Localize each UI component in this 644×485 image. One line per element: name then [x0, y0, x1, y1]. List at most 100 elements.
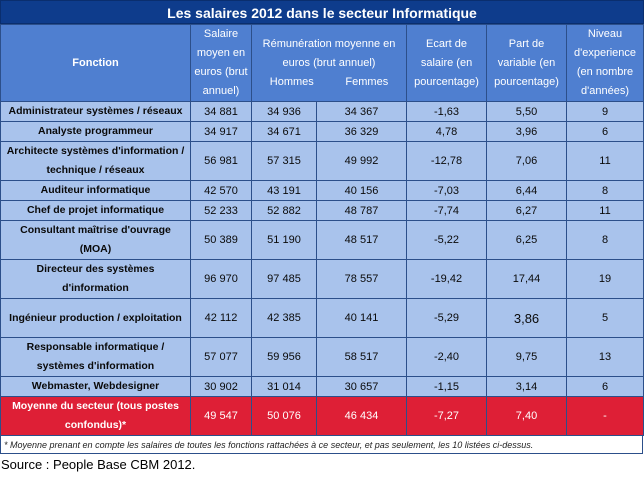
- cell-hommes: 57 315: [251, 141, 317, 181]
- cell-salaire: 56 981: [190, 141, 252, 181]
- cell-variable: 3,86: [486, 298, 568, 338]
- cell-ecart: -7,27: [406, 396, 488, 436]
- table-row: Architecte systèmes d'information / tech…: [0, 141, 644, 181]
- cell-experience: 11: [566, 141, 644, 181]
- source-line: Source : People Base CBM 2012.: [1, 457, 196, 472]
- cell-femmes: 46 434: [315, 396, 408, 436]
- cell-salaire: 30 902: [190, 376, 252, 397]
- cell-femmes: 78 557: [315, 259, 408, 299]
- cell-femmes: 30 657: [315, 376, 408, 397]
- cell-femmes: 40 141: [315, 298, 408, 338]
- cell-hommes: 97 485: [251, 259, 317, 299]
- cell-experience: 11: [566, 200, 644, 221]
- header-femmes: Femmes: [345, 75, 389, 88]
- cell-variable: 6,25: [486, 220, 568, 260]
- footnote: * Moyenne prenant en compte les salaires…: [0, 436, 643, 454]
- cell-salaire: 52 233: [190, 200, 252, 221]
- cell-hommes: 34 671: [251, 121, 317, 142]
- cell-experience: 19: [566, 259, 644, 299]
- cell-variable: 7,40: [486, 396, 568, 436]
- cell-ecart: 4,78: [406, 121, 488, 142]
- cell-fonction: Auditeur informatique: [0, 180, 191, 201]
- cell-variable: 5,50: [486, 101, 568, 122]
- cell-hommes: 43 191: [251, 180, 317, 201]
- cell-experience: 5: [566, 298, 644, 338]
- cell-variable: 3,14: [486, 376, 568, 397]
- cell-ecart: -2,40: [406, 337, 488, 377]
- cell-experience: 13: [566, 337, 644, 377]
- cell-ecart: -5,22: [406, 220, 488, 260]
- header-fonction: Fonction: [0, 24, 191, 102]
- cell-hommes: 42 385: [251, 298, 317, 338]
- cell-fonction: Moyenne du secteur (tous postes confondu…: [0, 396, 191, 436]
- cell-femmes: 40 156: [315, 180, 408, 201]
- cell-hommes: 51 190: [251, 220, 317, 260]
- cell-salaire: 34 917: [190, 121, 252, 142]
- header-row: Fonction Salaire moyen en euros (brut an…: [0, 24, 644, 102]
- cell-experience: 6: [566, 121, 644, 142]
- cell-experience: 8: [566, 220, 644, 260]
- salary-table: Fonction Salaire moyen en euros (brut an…: [0, 24, 644, 436]
- table-row: Ingénieur production / exploitation 42 1…: [0, 298, 644, 338]
- cell-salaire: 50 389: [190, 220, 252, 260]
- cell-ecart: -7,03: [406, 180, 488, 201]
- cell-femmes: 49 992: [315, 141, 408, 181]
- cell-variable: 9,75: [486, 337, 568, 377]
- cell-fonction: Responsable informatique / systèmes d'in…: [0, 337, 191, 377]
- cell-femmes: 58 517: [315, 337, 408, 377]
- table-row: Analyste programmeur 34 917 34 671 36 32…: [0, 121, 644, 142]
- cell-salaire: 57 077: [190, 337, 252, 377]
- cell-fonction: Chef de projet informatique: [0, 200, 191, 221]
- table-title: Les salaires 2012 dans le secteur Inform…: [0, 0, 644, 24]
- average-row: Moyenne du secteur (tous postes confondu…: [0, 396, 644, 436]
- cell-ecart: -1,63: [406, 101, 488, 122]
- cell-experience: 9: [566, 101, 644, 122]
- table-row: Auditeur informatique 42 570 43 191 40 1…: [0, 180, 644, 201]
- cell-femmes: 34 367: [315, 101, 408, 122]
- header-salaire: Salaire moyen en euros (brut annuel): [190, 24, 252, 102]
- cell-salaire: 49 547: [190, 396, 252, 436]
- table-row: Administrateur systèmes / réseaux 34 881…: [0, 101, 644, 122]
- header-variable: Part de variable (en pourcentage): [486, 24, 568, 102]
- header-remuneration: Rémunération moyenne en euros (brut annu…: [250, 24, 408, 102]
- cell-ecart: -19,42: [406, 259, 488, 299]
- cell-hommes: 31 014: [251, 376, 317, 397]
- header-remuneration-label: Rémunération moyenne en euros (brut annu…: [262, 37, 396, 69]
- cell-variable: 6,27: [486, 200, 568, 221]
- cell-fonction: Administrateur systèmes / réseaux: [0, 101, 191, 122]
- cell-variable: 17,44: [486, 259, 568, 299]
- cell-hommes: 34 936: [251, 101, 317, 122]
- header-experience: Niveau d'experience (en nombre d'années): [566, 24, 644, 102]
- cell-femmes: 48 787: [315, 200, 408, 221]
- salary-document: Les salaires 2012 dans le secteur Inform…: [0, 0, 644, 472]
- cell-fonction: Ingénieur production / exploitation: [0, 298, 191, 338]
- table-row: Directeur des systèmes d'information 96 …: [0, 259, 644, 299]
- cell-salaire: 34 881: [190, 101, 252, 122]
- table-row: Responsable informatique / systèmes d'in…: [0, 337, 644, 377]
- cell-variable: 7,06: [486, 141, 568, 181]
- cell-femmes: 48 517: [315, 220, 408, 260]
- cell-experience: -: [566, 396, 644, 436]
- cell-salaire: 42 570: [190, 180, 252, 201]
- cell-fonction: Directeur des systèmes d'information: [0, 259, 191, 299]
- cell-salaire: 42 112: [190, 298, 252, 338]
- table-row: Consultant maîtrise d'ouvrage (MOA) 50 3…: [0, 220, 644, 260]
- header-hommes: Hommes: [269, 75, 314, 88]
- cell-hommes: 50 076: [251, 396, 317, 436]
- cell-variable: 6,44: [486, 180, 568, 201]
- cell-ecart: -1,15: [406, 376, 488, 397]
- cell-ecart: -12,78: [406, 141, 488, 181]
- cell-experience: 8: [566, 180, 644, 201]
- cell-variable: 3,96: [486, 121, 568, 142]
- cell-ecart: -5,29: [406, 298, 488, 338]
- cell-ecart: -7,74: [406, 200, 488, 221]
- cell-hommes: 52 882: [251, 200, 317, 221]
- cell-fonction: Webmaster, Webdesigner: [0, 376, 191, 397]
- header-subcolumns: Hommes Femmes: [254, 73, 404, 92]
- cell-fonction: Analyste programmeur: [0, 121, 191, 142]
- cell-femmes: 36 329: [315, 121, 408, 142]
- cell-salaire: 96 970: [190, 259, 252, 299]
- cell-hommes: 59 956: [251, 337, 317, 377]
- cell-fonction: Consultant maîtrise d'ouvrage (MOA): [0, 220, 191, 260]
- table-row: Chef de projet informatique 52 233 52 88…: [0, 200, 644, 221]
